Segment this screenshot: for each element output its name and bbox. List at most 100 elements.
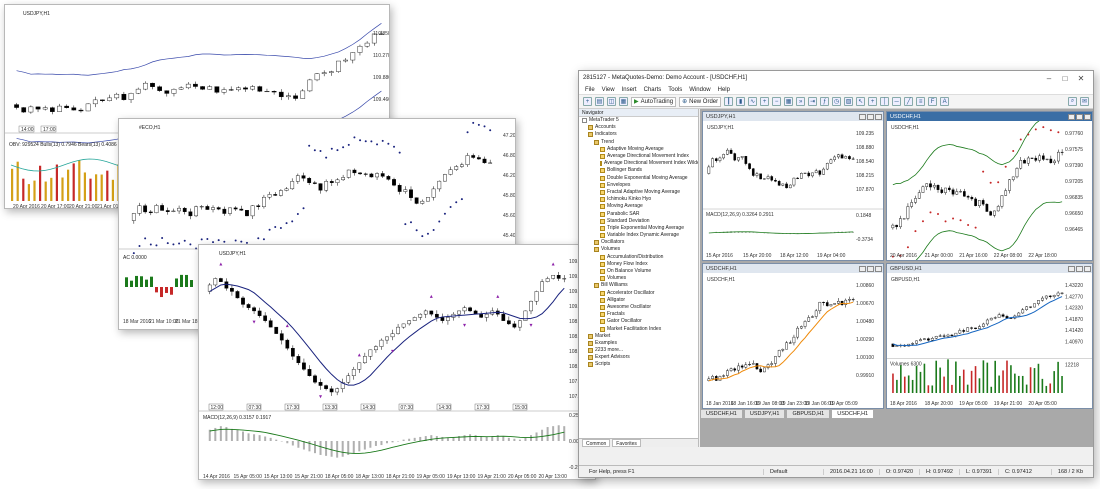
- navigator-item[interactable]: Average Directional Movement Index Wilde…: [579, 160, 698, 167]
- menu-item[interactable]: Window: [689, 86, 711, 93]
- navigator-item[interactable]: Indicators: [579, 131, 698, 138]
- chart-window-3[interactable]: USDCHF,H1 USDCHF,H1 1.00860 1.00670 1.00480…: [702, 263, 884, 409]
- chart-tab[interactable]: USDJPY,H1: [743, 409, 786, 419]
- chart-tab[interactable]: USDCHF,H1: [700, 409, 743, 419]
- metatrader-window[interactable]: 2815127 - MetaQuotes-Demo: Demo Account …: [578, 70, 1094, 478]
- minimize-icon[interactable]: [859, 265, 866, 272]
- vertical-line-icon[interactable]: │: [880, 97, 890, 106]
- navigator-item[interactable]: Bill Williams: [579, 282, 698, 289]
- navigator-item[interactable]: Market Facilitation Index: [579, 325, 698, 332]
- maximize-button[interactable]: □: [1062, 73, 1068, 83]
- navigator-item[interactable]: Variable Index Dynamic Average: [579, 232, 698, 239]
- bar-chart-icon[interactable]: ┃: [724, 97, 734, 106]
- minimize-button[interactable]: –: [1046, 73, 1052, 83]
- navigator-tab[interactable]: Common: [582, 439, 611, 447]
- navigator-item[interactable]: Expert Advisors: [579, 354, 698, 361]
- minimize-icon[interactable]: [1068, 265, 1075, 272]
- navigator-item[interactable]: Fractals: [579, 311, 698, 318]
- usdchf-chart-2[interactable]: USDCHF,H1 1.00860 1.00670 1.00480 1.00290 1.0…: [703, 273, 884, 409]
- chart-window-front[interactable]: USDJPY,H1 12:00 07:30 17:30 13:30 14:30 07:30…: [198, 244, 596, 480]
- close-icon[interactable]: [1084, 113, 1091, 120]
- navigator-item[interactable]: Awesome Oscillator: [579, 304, 698, 311]
- indicators-icon[interactable]: ƒ: [820, 97, 830, 106]
- navigator-item[interactable]: Standard Deviation: [579, 218, 698, 225]
- periods-icon[interactable]: ◷: [832, 97, 842, 106]
- fibonacci-icon[interactable]: F: [928, 97, 938, 106]
- chart-tab[interactable]: GBPUSD,H1: [786, 409, 831, 419]
- navigator-item[interactable]: Money Flow Index: [579, 261, 698, 268]
- navigator-item[interactable]: Volumes: [579, 275, 698, 282]
- profiles-icon[interactable]: ▤: [595, 97, 604, 106]
- navigator-item[interactable]: Scripts: [579, 361, 698, 368]
- tile-windows-icon[interactable]: ▦: [784, 97, 794, 106]
- cursor-icon[interactable]: ↖: [856, 97, 866, 106]
- navigator-item[interactable]: MetaTrader 5: [579, 117, 698, 124]
- navigator-item[interactable]: Adaptive Moving Average: [579, 146, 698, 153]
- navigator-item[interactable]: On Balance Volume: [579, 268, 698, 275]
- navigator-item[interactable]: Fractal Adaptive Moving Average: [579, 189, 698, 196]
- chart-window-1[interactable]: USDJPY,H1 USDJPY,H1 109.235 108.880 108.540…: [702, 111, 884, 261]
- autoscroll-icon[interactable]: »: [796, 97, 806, 106]
- text-icon[interactable]: A: [940, 97, 950, 106]
- minimize-icon[interactable]: [1068, 113, 1075, 120]
- maximize-icon[interactable]: [1076, 113, 1083, 120]
- navigator-item[interactable]: Gator Oscillator: [579, 318, 698, 325]
- navigator-item[interactable]: Volumes: [579, 246, 698, 253]
- menu-item[interactable]: Help: [717, 86, 730, 93]
- usdjpy-chart[interactable]: USDJPY,H1 109.235 108.880 108.540 108.215 107…: [703, 121, 884, 261]
- menu-item[interactable]: File: [585, 86, 595, 93]
- chart-window-4[interactable]: GBPUSD,H1 GBPUSD,H1 1.43220 1.42770 1.42320…: [886, 263, 1093, 409]
- new-order-button[interactable]: ⊕ New Order: [679, 96, 722, 107]
- horizontal-line-icon[interactable]: ─: [892, 97, 902, 106]
- minimize-icon[interactable]: [859, 113, 866, 120]
- menu-item[interactable]: Insert: [621, 86, 637, 93]
- navigator-item[interactable]: Average Directional Movement Index: [579, 153, 698, 160]
- menu-item[interactable]: Tools: [668, 86, 683, 93]
- maximize-icon[interactable]: [867, 113, 874, 120]
- close-button[interactable]: ✕: [1077, 73, 1085, 83]
- menu-item[interactable]: View: [601, 86, 615, 93]
- navigator-item[interactable]: Accelerator Oscillator: [579, 290, 698, 297]
- line-chart-icon[interactable]: ∿: [748, 97, 758, 106]
- navigator-item[interactable]: Bollinger Bands: [579, 167, 698, 174]
- autotrading-button[interactable]: ▶ AutoTrading: [631, 96, 677, 107]
- close-icon[interactable]: [1084, 265, 1091, 272]
- navigator-item[interactable]: Double Exponential Moving Average: [579, 175, 698, 182]
- chart-window-2[interactable]: USDCHF,H1 USDCHF,H1 0.97760 0.97575 0.97390…: [886, 111, 1093, 261]
- market-watch-icon[interactable]: ◫: [607, 97, 616, 106]
- navigator-item[interactable]: Accumulation/Distribution: [579, 254, 698, 261]
- navigator-item[interactable]: Triple Exponential Moving Average: [579, 225, 698, 232]
- navigator-item[interactable]: Alligator: [579, 297, 698, 304]
- templates-icon[interactable]: ▧: [844, 97, 854, 106]
- equidistant-channel-icon[interactable]: ≡: [916, 97, 926, 106]
- navigator-item[interactable]: Oscillators: [579, 239, 698, 246]
- zoom-in-icon[interactable]: +: [760, 97, 770, 106]
- navigator-item[interactable]: Ichimoku Kinko Hyo: [579, 196, 698, 203]
- close-icon[interactable]: [875, 113, 882, 120]
- chart-tab[interactable]: USDCHF,H1: [831, 409, 875, 419]
- maximize-icon[interactable]: [867, 265, 874, 272]
- navigator-item[interactable]: Accounts: [579, 124, 698, 131]
- new-chart-icon[interactable]: +: [583, 97, 592, 106]
- trendline-icon[interactable]: ╱: [904, 97, 914, 106]
- navigator-icon[interactable]: ▦: [619, 97, 628, 106]
- navigator-item[interactable]: Market: [579, 333, 698, 340]
- navigator-item[interactable]: Trend: [579, 139, 698, 146]
- crosshair-icon[interactable]: +: [868, 97, 878, 106]
- usdjpy-front-chart[interactable]: USDJPY,H1 12:00 07:30 17:30 13:30 14:30 07:30…: [199, 245, 596, 480]
- maximize-icon[interactable]: [1076, 265, 1083, 272]
- navigator-item[interactable]: Examples: [579, 340, 698, 347]
- navigator-tab[interactable]: Favorites: [612, 439, 641, 447]
- usdchf-chart[interactable]: USDCHF,H1 0.97760 0.97575 0.97390 0.97205 0.9…: [887, 121, 1093, 261]
- navigator-item[interactable]: Envelopes: [579, 182, 698, 189]
- search-icon[interactable]: ⌕: [1068, 97, 1077, 106]
- navigator-item[interactable]: 2233 more...: [579, 347, 698, 354]
- chat-icon[interactable]: ✉: [1080, 97, 1089, 106]
- close-icon[interactable]: [875, 265, 882, 272]
- candlestick-icon[interactable]: ▮: [736, 97, 746, 106]
- navigator-item[interactable]: Moving Average: [579, 203, 698, 210]
- zoom-out-icon[interactable]: −: [772, 97, 782, 106]
- chart-shift-icon[interactable]: ⇥: [808, 97, 818, 106]
- gbpusd-chart[interactable]: GBPUSD,H1 1.43220 1.42770 1.42320 1.41870 1.4…: [887, 273, 1093, 409]
- menu-item[interactable]: Charts: [643, 86, 662, 93]
